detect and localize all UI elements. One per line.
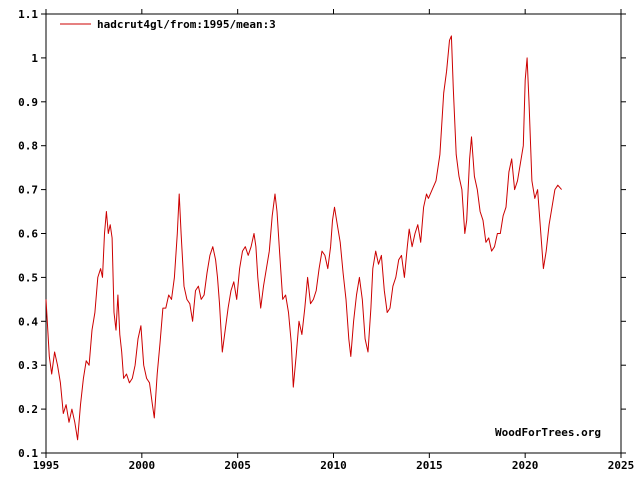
y-tick-label: 0.1 xyxy=(18,447,38,460)
x-tick-label: 2025 xyxy=(608,459,635,472)
y-tick-label: 0.9 xyxy=(18,96,38,109)
y-tick-label: 0.5 xyxy=(18,271,38,284)
legend: hadcrut4gl/from:1995/mean:3 xyxy=(60,18,276,31)
x-tick-label: 1995 xyxy=(33,459,60,472)
series-group xyxy=(45,35,562,441)
x-tick-label: 2020 xyxy=(512,459,539,472)
plot-frame xyxy=(45,13,622,454)
y-axis: 0.1 0.2 0.3 0.4 0.5 0.6 0.7 0.8 0.9 1 1.1 xyxy=(18,8,626,460)
legend-label: hadcrut4gl/from:1995/mean:3 xyxy=(97,18,276,31)
series-line xyxy=(45,35,562,441)
y-tick-label: 1 xyxy=(31,52,38,65)
y-tick-label: 0.2 xyxy=(18,403,38,416)
plot-area-border xyxy=(45,13,622,454)
y-tick-label: 0.4 xyxy=(18,315,38,328)
x-tick-label: 2005 xyxy=(224,459,251,472)
y-tick-label: 0.8 xyxy=(18,140,38,153)
x-tick-label: 2015 xyxy=(416,459,443,472)
y-tick-label: 0.7 xyxy=(18,184,38,197)
y-tick-label: 0.3 xyxy=(18,359,38,372)
credit-label: WoodForTrees.org xyxy=(495,426,601,439)
x-tick-label: 2000 xyxy=(129,459,156,472)
x-tick-label: 2010 xyxy=(320,459,347,472)
x-axis: 1995 2000 2005 2010 2015 2020 2025 xyxy=(33,9,635,472)
y-tick-label: 1.1 xyxy=(18,8,38,21)
y-tick-label: 0.6 xyxy=(18,228,38,241)
